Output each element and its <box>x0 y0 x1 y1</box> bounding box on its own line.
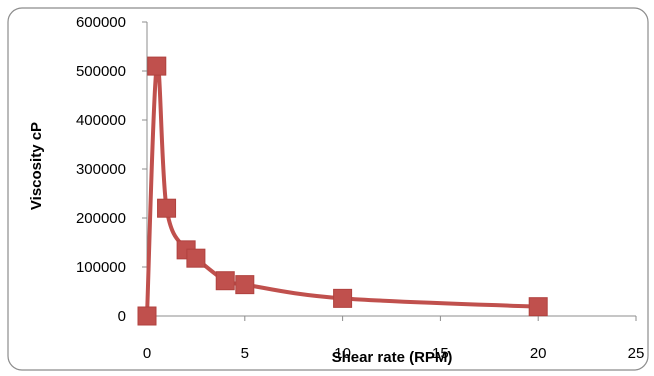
x-tick-label: 0 <box>143 345 151 362</box>
y-tick-label: 300000 <box>76 161 126 178</box>
data-point-marker <box>137 306 157 326</box>
y-axis-ticks: 0 100000 200000 300000 400000 500000 600000 <box>76 14 147 325</box>
data-point-marker <box>147 56 167 76</box>
data-point-marker <box>333 288 353 308</box>
x-tick-label: 20 <box>530 345 547 362</box>
y-tick-label: 500000 <box>76 63 126 80</box>
x-tick-label: 10 <box>334 345 351 362</box>
x-tick-label: 25 <box>628 345 645 362</box>
y-tick-label: 600000 <box>76 14 126 31</box>
y-tick-label: 200000 <box>76 210 126 227</box>
data-point-marker <box>157 198 177 218</box>
y-tick-label: 100000 <box>76 259 126 276</box>
series-layer <box>137 56 548 326</box>
data-point-marker <box>215 271 235 291</box>
y-tick-label: 0 <box>118 308 126 325</box>
x-tick-label: 15 <box>432 345 449 362</box>
x-axis-ticks: 0 5 10 15 20 25 <box>143 316 645 362</box>
data-point-marker <box>186 248 206 268</box>
data-point-marker <box>235 275 255 295</box>
chart-area-border <box>7 7 649 371</box>
y-axis-title: Viscosity cP <box>28 122 45 210</box>
y-tick-label: 400000 <box>76 112 126 129</box>
x-tick-label: 5 <box>241 345 249 362</box>
data-point-marker <box>528 297 548 317</box>
x-axis-title: Shear rate (RPM) <box>332 349 453 366</box>
